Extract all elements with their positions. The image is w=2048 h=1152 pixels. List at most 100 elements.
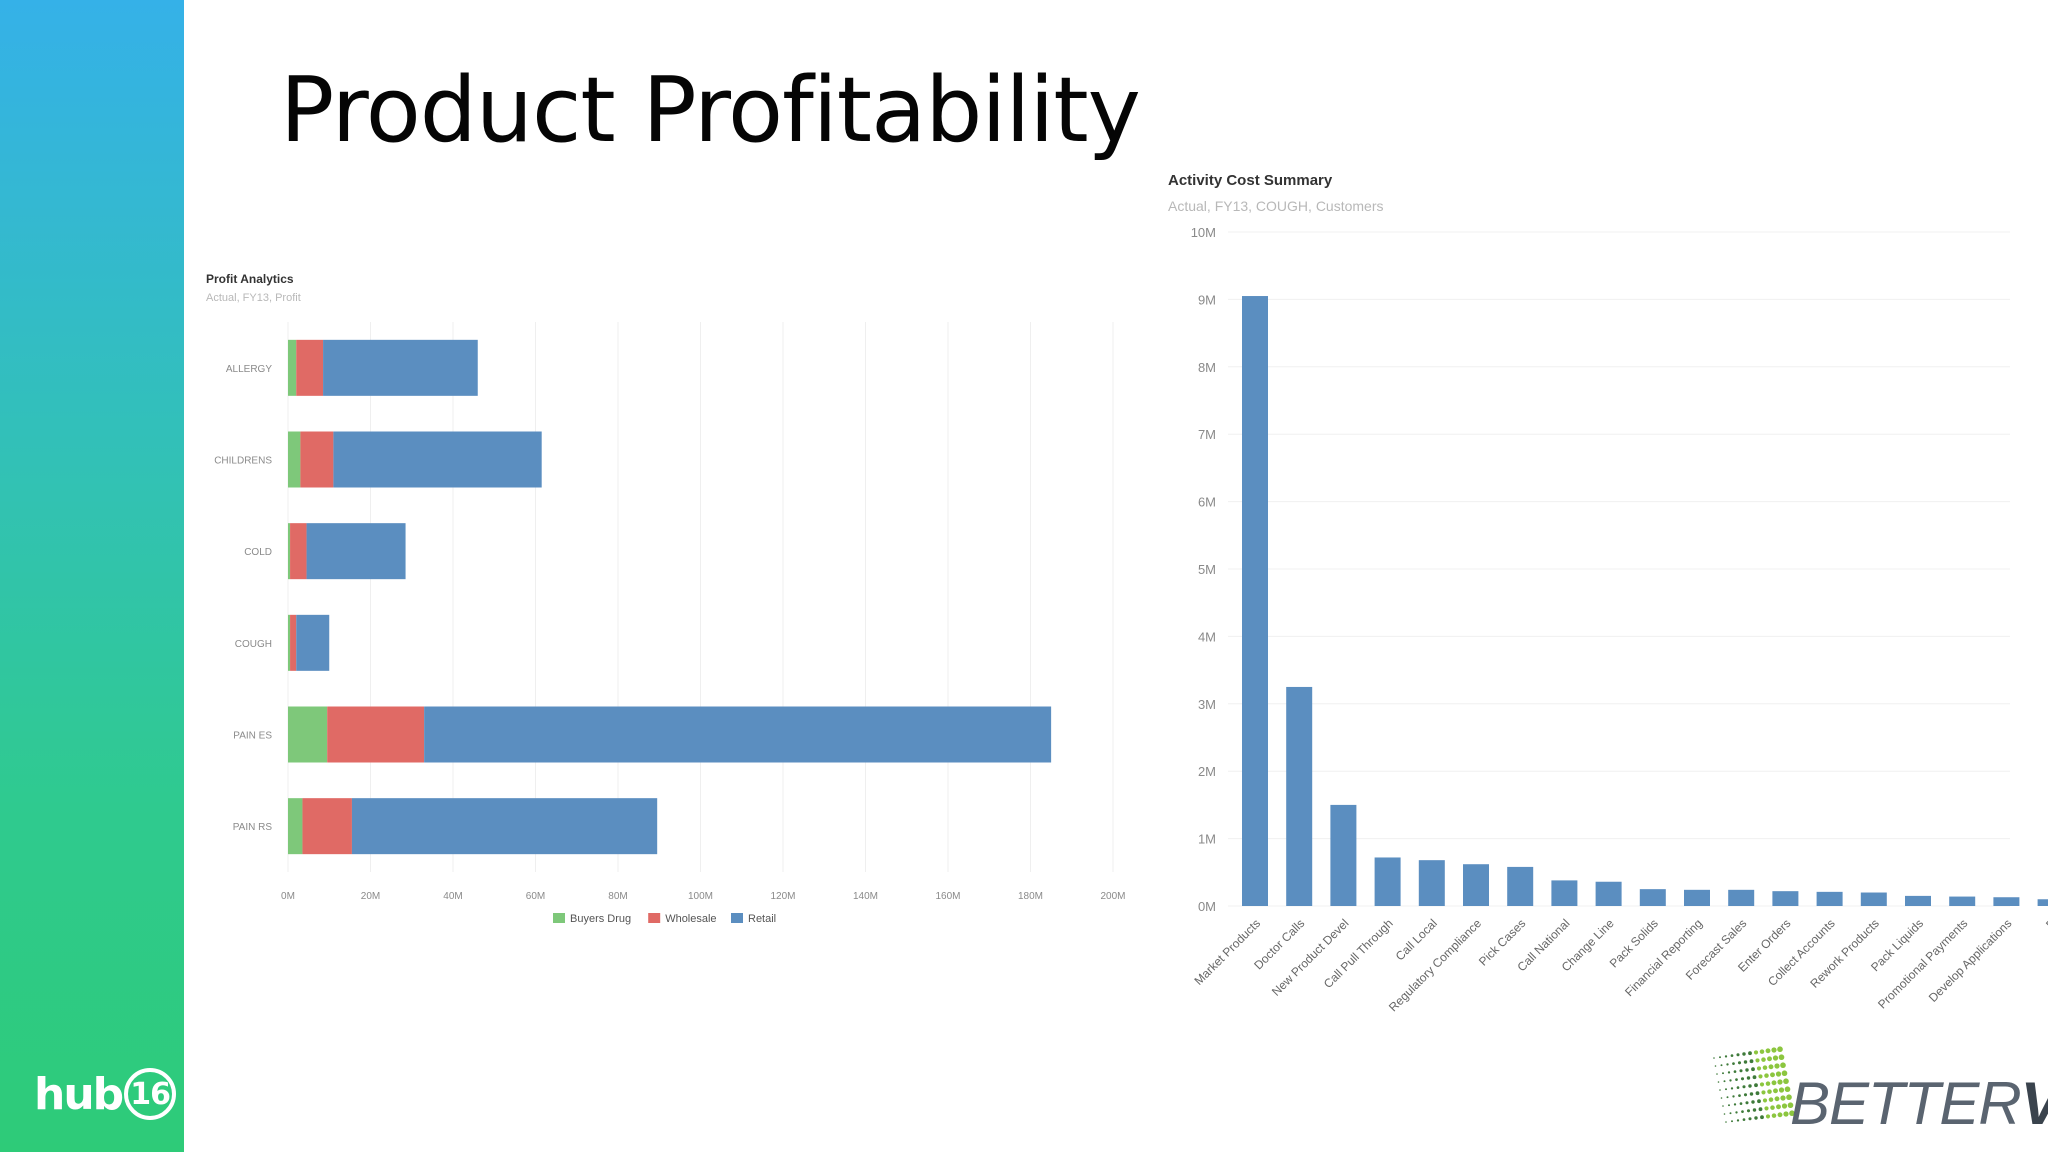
bettervu-logo-dot — [1746, 1076, 1751, 1080]
activity-y-tick-label: 1M — [1198, 832, 1216, 847]
bettervu-logo-dot — [1765, 1048, 1771, 1054]
bettervu-logo-dot — [1761, 1057, 1766, 1062]
bettervu-logo-dot — [1771, 1113, 1777, 1118]
profit-legend-label: Wholesale — [665, 913, 716, 925]
bettervu-logo-dot — [1748, 1084, 1752, 1088]
activity-chart-subtitle: Actual, FY13, COUGH, Customers — [1168, 198, 1384, 214]
bettervu-logo-dot — [1777, 1046, 1783, 1053]
bettervu-logo-dot — [1742, 1052, 1746, 1056]
bettervu-logo-dot — [1767, 1089, 1772, 1094]
bettervu-logo-dot — [1755, 1058, 1760, 1063]
activity-bar — [2037, 899, 2048, 906]
bettervu-logo-dot — [1780, 1095, 1786, 1101]
bettervu-logo-dot — [1768, 1097, 1774, 1102]
bettervu-logo-dot — [1733, 1103, 1737, 1106]
bettervu-logo-dot — [1758, 1107, 1763, 1112]
profit-bar-segment — [300, 431, 334, 488]
bettervu-logo-dot — [1771, 1047, 1777, 1053]
bettervu-logo-dot — [1736, 1119, 1740, 1122]
activity-bar — [1551, 880, 1578, 906]
bettervu-logo-dot — [1730, 1087, 1734, 1090]
bettervu-logo-dot — [1724, 1055, 1728, 1058]
profit-x-tick-label: 80M — [608, 891, 627, 902]
profit-category-label: COUGH — [235, 639, 272, 650]
activity-y-tick-label: 4M — [1198, 629, 1216, 644]
bettervu-logo-dot — [1741, 1110, 1744, 1113]
bettervu-logo-dot — [1727, 1071, 1731, 1074]
profit-bar-segment — [351, 798, 658, 855]
profit-legend-label: Retail — [748, 913, 776, 925]
bettervu-logo-dot — [1772, 1055, 1779, 1061]
bettervu-logo-dot — [1767, 1056, 1772, 1062]
bettervu-logo-dot — [1781, 1103, 1788, 1109]
bettervu-logo-dot — [1725, 1088, 1727, 1091]
profit-x-tick-label: 60M — [526, 891, 545, 902]
bettervu-logo-dot — [1740, 1077, 1745, 1081]
bettervu-logo-dot — [1720, 1064, 1723, 1067]
bettervu-logo-dot — [1764, 1073, 1769, 1078]
bettervu-logo-better: BETTER — [1790, 1070, 2022, 1137]
activity-bar — [1286, 686, 1313, 906]
profit-bar-segment — [296, 614, 330, 671]
bettervu-logo-dot — [1719, 1056, 1721, 1059]
profit-bar-segment — [306, 523, 406, 580]
bettervu-logo-dot — [1738, 1094, 1741, 1097]
profit-bar-segment — [327, 706, 425, 763]
profit-category-label: PAIN ES — [233, 731, 272, 742]
bettervu-logo-dot — [1752, 1108, 1757, 1112]
bettervu-logo-dot — [1751, 1067, 1755, 1072]
activity-bar — [1418, 860, 1445, 906]
bettervu-logo-dot — [1764, 1106, 1769, 1111]
bettervu-logo-dot — [1759, 1082, 1765, 1087]
bettervu-logo-dot — [1726, 1096, 1729, 1099]
bettervu-logo-dot — [1733, 1070, 1737, 1073]
bettervu-logo-dot — [1725, 1121, 1727, 1123]
bettervu-logo-dot — [1776, 1104, 1781, 1110]
profit-bar-segment — [296, 339, 324, 396]
bettervu-logo-dot — [1754, 1116, 1758, 1120]
profit-x-tick-label: 140M — [853, 891, 878, 902]
bettervu-logo-dot — [1774, 1063, 1780, 1069]
bettervu-logo-dot — [1732, 1095, 1735, 1098]
bettervu-logo-dot — [1720, 1097, 1723, 1099]
activity-bar — [1639, 889, 1666, 906]
activity-category-label: New Product Devel — [1269, 916, 1352, 999]
bettervu-logo-dot — [1735, 1111, 1738, 1114]
profit-legend-swatch — [731, 913, 743, 923]
activity-y-tick-label: 0M — [1198, 899, 1216, 914]
bettervu-logo-dot — [1739, 1102, 1743, 1105]
profit-category-label: PAIN RS — [233, 822, 273, 833]
page-title: Product Profitability — [280, 58, 1141, 163]
bettervu-logo-dot — [1765, 1114, 1771, 1119]
profit-bar-segment — [288, 706, 328, 763]
profit-x-tick-label: 20M — [361, 891, 380, 902]
bettervu-logo-dot — [1762, 1098, 1768, 1103]
activity-bar — [1242, 296, 1268, 906]
profit-chart-subtitle: Actual, FY13, Profit — [206, 292, 301, 304]
bettervu-logo-dot — [1789, 1110, 1795, 1117]
hub16-logo-word: hub — [34, 1068, 124, 1120]
bettervu-logo-dot — [1716, 1073, 1718, 1075]
profit-category-label: ALLERGY — [226, 364, 272, 375]
bettervu-logo-dot — [1723, 1080, 1726, 1083]
profit-bar-segment — [288, 614, 291, 671]
bettervu-logo-dot — [1780, 1062, 1786, 1069]
activity-bar — [1949, 896, 1976, 906]
bettervu-logo-dot — [1754, 1083, 1758, 1088]
activity-bar — [1374, 857, 1401, 906]
activity-y-tick-label: 7M — [1198, 427, 1216, 442]
activity-bar — [1463, 864, 1489, 906]
profit-x-tick-label: 40M — [443, 891, 462, 902]
activity-y-tick-label: 8M — [1198, 360, 1216, 375]
hub16-logo: hub 16 — [34, 1068, 177, 1120]
activity-category-label: Develop Applications — [1926, 916, 2015, 1005]
activity-category-label: Market Products — [1191, 916, 1263, 988]
profit-bar-segment — [323, 339, 478, 396]
bettervu-logo-dot — [1786, 1094, 1792, 1101]
bettervu-logo-dot — [1752, 1075, 1757, 1080]
bettervu-logo-dot — [1755, 1091, 1760, 1096]
bettervu-logo-dot — [1735, 1078, 1738, 1081]
bettervu-logo-dot — [1745, 1101, 1749, 1105]
bettervu-logo-dot — [1777, 1112, 1783, 1118]
activity-category-label: Financial Reporting — [1622, 916, 1705, 999]
